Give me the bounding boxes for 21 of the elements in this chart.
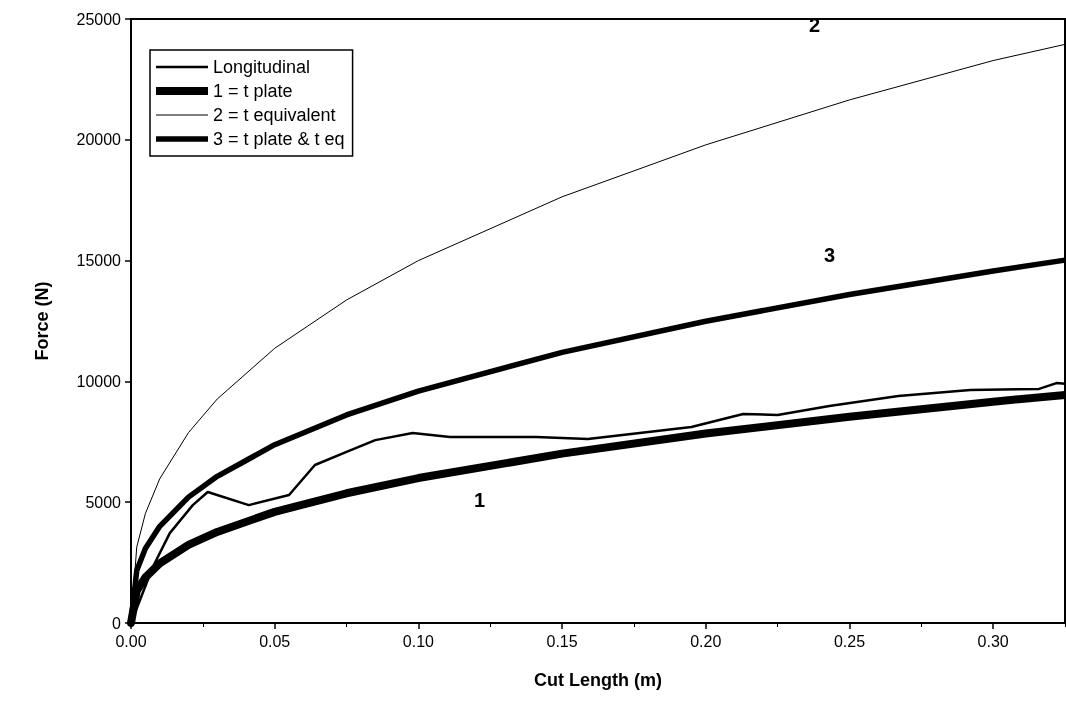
x-tick-label: 0.25	[833, 632, 866, 650]
legend-label: Longitudinal	[213, 57, 311, 77]
x-tick-label: 0.00	[115, 632, 147, 650]
annotation: 1	[474, 489, 486, 511]
y-tick-label: 10000	[76, 372, 122, 390]
y-axis-title: Force (N)	[32, 281, 52, 361]
x-tick-label: 0.10	[402, 632, 435, 650]
y-tick-label: 20000	[76, 131, 122, 149]
legend-label: 3 = t plate & t eq	[213, 129, 345, 149]
x-tick-label: 0.20	[690, 632, 722, 650]
legend-label: 1 = t plate	[213, 81, 293, 101]
y-tick-label: 15000	[76, 252, 122, 270]
y-tick-label: 0	[112, 614, 122, 632]
x-tick-label: 0.05	[259, 632, 291, 650]
x-axis-title: Cut Length (m)	[534, 670, 662, 690]
y-tick-label: 25000	[76, 10, 122, 28]
annotation: 3	[824, 244, 836, 266]
legend-label: 2 = t equivalent	[213, 105, 336, 125]
y-tick-label: 5000	[85, 493, 122, 511]
x-tick-label: 0.15	[546, 632, 578, 650]
x-tick-label: 0.30	[977, 632, 1009, 650]
